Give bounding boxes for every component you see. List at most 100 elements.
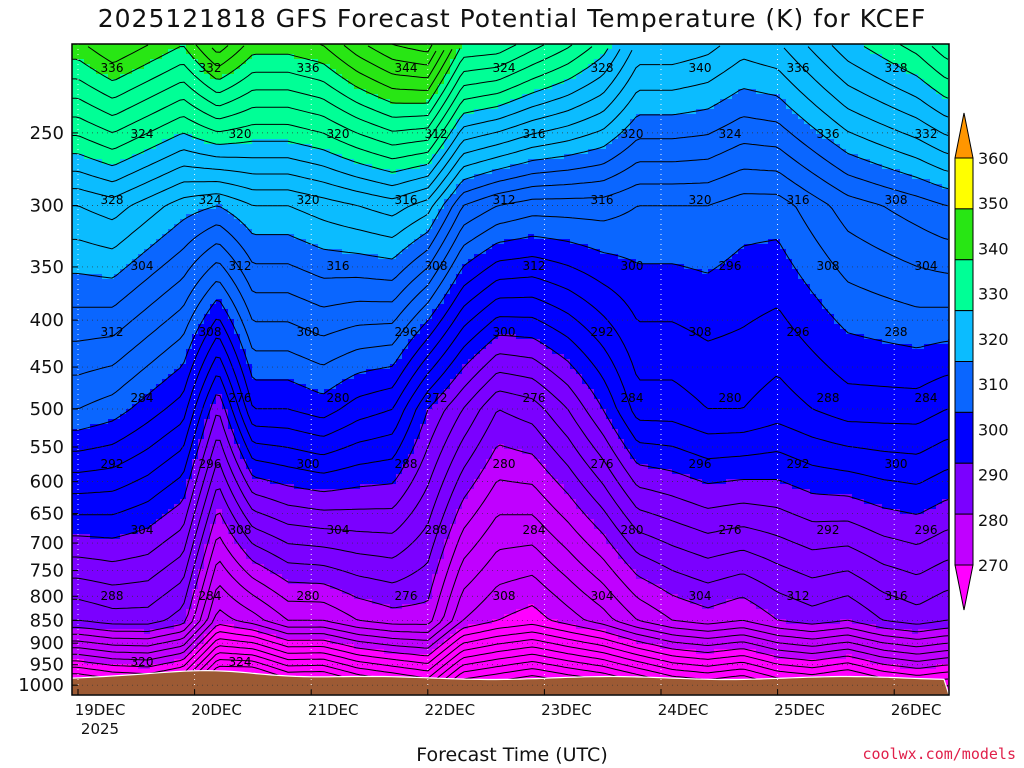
contour-label: 320 [229,127,252,141]
contour-label: 316 [327,259,350,273]
x-tick-label: 25DEC [774,701,825,719]
colorbar-tick-label: 290 [978,466,1009,485]
y-tick-label: 850 [30,610,64,631]
contour-label: 296 [199,457,222,471]
contour-label: 288 [885,325,908,339]
colorbar-min-arrow [955,565,973,610]
colorbar-tick-label: 280 [978,511,1009,530]
contour-label: 292 [817,523,840,537]
colorbar-segment [955,412,973,463]
colorbar-segment [955,158,973,209]
contour-label: 320 [621,127,644,141]
contour-label: 320 [131,655,154,669]
contour-label: 300 [621,259,644,273]
contour-label: 312 [101,325,124,339]
x-tick-year: 2025 [81,720,119,738]
contour-label: 284 [131,391,154,405]
colorbar-tick-label: 300 [978,420,1009,439]
contour-label: 300 [297,325,320,339]
x-tick-label: 23DEC [541,701,592,719]
contour-label: 312 [493,193,516,207]
contour-label: 308 [229,523,252,537]
contour-label: 280 [719,391,742,405]
colorbar-tick-label: 340 [978,239,1009,258]
contour-label: 312 [229,259,252,273]
contour-label: 324 [229,655,252,669]
y-tick-label: 950 [30,655,64,676]
x-tick-label: 21DEC [308,701,359,719]
colorbar-tick-label: 330 [978,285,1009,304]
contour-label: 312 [523,259,546,273]
contour-label: 320 [327,127,350,141]
contour-label: 316 [395,193,418,207]
y-tick-label: 300 [30,196,64,217]
contour-label: 340 [689,61,712,75]
contour-label: 276 [229,391,252,405]
contour-label: 304 [689,589,712,603]
contour-label: 272 [425,391,448,405]
contour-label: 324 [199,193,222,207]
colorbar-segment [955,311,973,362]
x-tick-label: 26DEC [891,701,942,719]
y-tick-label: 250 [30,123,64,144]
contour-label: 300 [885,457,908,471]
contour-label: 300 [493,325,516,339]
contour-label: 308 [199,325,222,339]
contour-label: 308 [425,259,448,273]
colorbar-segment [955,209,973,260]
contour-label: 296 [915,523,938,537]
colorbar-segment [955,260,973,311]
contour-label: 276 [523,391,546,405]
colorbar-tick-label: 350 [978,194,1009,213]
contour-label: 328 [101,193,124,207]
contour-label: 316 [523,127,546,141]
y-tick-label: 800 [30,586,64,607]
x-tick-label: 19DEC [75,701,126,719]
contour-label: 336 [101,61,124,75]
y-tick-label: 550 [30,437,64,458]
y-tick-label: 500 [30,399,64,420]
contour-label: 320 [297,193,320,207]
contour-label: 304 [915,259,938,273]
contour-label: 292 [101,457,124,471]
contour-label: 284 [199,589,222,603]
x-tick-label: 24DEC [658,701,709,719]
contour-label: 324 [131,127,154,141]
x-tick-label: 20DEC [191,701,242,719]
contour-label: 292 [787,457,810,471]
contour-label: 316 [787,193,810,207]
y-tick-label: 700 [30,533,64,554]
colorbar-segment [955,463,973,514]
colorbar-tick-label: 360 [978,149,1009,168]
contour-label: 336 [297,61,320,75]
contour-label: 284 [621,391,644,405]
contour-label: 332 [915,127,938,141]
contour-label: 332 [199,61,222,75]
colorbar-segment [955,514,973,565]
contour-label: 304 [131,259,154,273]
contour-label: 288 [817,391,840,405]
contour-label: 308 [885,193,908,207]
contour-label: 288 [395,457,418,471]
y-tick-label: 400 [30,310,64,331]
y-tick-label: 750 [30,561,64,582]
contour-label: 304 [131,523,154,537]
y-tick-label: 350 [30,257,64,278]
colorbar-max-arrow [955,113,973,158]
y-tick-label: 600 [30,472,64,493]
contour-label: 336 [817,127,840,141]
contour-label: 308 [817,259,840,273]
contour-label: 276 [719,523,742,537]
contour-label: 320 [689,193,712,207]
contour-label: 324 [493,61,516,75]
contour-label: 280 [493,457,516,471]
contour-label: 344 [395,61,418,75]
contour-label: 316 [591,193,614,207]
colorbar-segment [955,362,973,413]
y-tick-label: 450 [30,357,64,378]
y-tick-label: 900 [30,633,64,654]
contour-label: 292 [591,325,614,339]
colorbar-tick-label: 310 [978,375,1009,394]
contour-label: 296 [787,325,810,339]
